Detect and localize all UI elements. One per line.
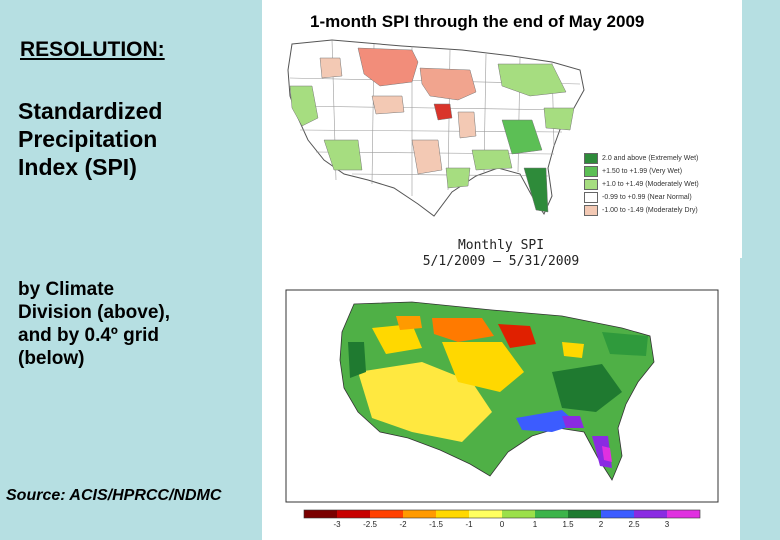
bottom-map-title: Monthly SPI	[457, 238, 545, 253]
legend-label: -0.99 to +0.99 (Near Normal)	[602, 193, 692, 201]
colorbar-tick: -1	[465, 520, 473, 529]
legend-swatch	[584, 152, 598, 164]
colorbar-tick: 1	[532, 520, 538, 529]
description-line: (below)	[18, 348, 85, 369]
resolution-description: by Climate Division (above), and by 0.4º…	[18, 278, 170, 370]
legend-entry: -1.00 to -1.49 (Moderately Dry)	[584, 204, 699, 216]
colorbar-tick: -3	[333, 520, 341, 529]
legend-entry: +1.50 to +1.99 (Very Wet)	[584, 165, 699, 177]
legend-swatch	[584, 204, 598, 216]
colorbar-tick: 2.5	[628, 520, 640, 529]
source-credit: Source: ACIS/HPRCC/NDMC	[6, 487, 222, 504]
legend-label: 2.0 and above (Extremely Wet)	[602, 154, 699, 162]
colorbar-tick: 1.5	[562, 520, 574, 529]
legend-label: -1.00 to -1.49 (Moderately Dry)	[602, 206, 698, 214]
legend-entry: +1.0 to +1.49 (Moderately Wet)	[584, 178, 699, 190]
colorbar	[303, 509, 701, 519]
description-line: Division (above),	[18, 302, 171, 323]
left-text-panel: RESOLUTION: Standardized Precipitation I…	[0, 0, 262, 540]
gridded-spi-map	[285, 289, 719, 519]
colorbar-tick: -2	[399, 520, 407, 529]
colorbar-tick: -1.5	[429, 520, 443, 529]
legend-swatch	[584, 165, 598, 177]
colorbar-tick: 0	[499, 520, 505, 529]
description-line: by Climate	[18, 279, 115, 300]
bottom-map-date-range: 5/1/2009 – 5/31/2009	[422, 254, 580, 269]
top-map-legend: 2.0 and above (Extremely Wet) +1.50 to +…	[584, 152, 699, 217]
description-line: and by 0.4º grid	[18, 325, 160, 346]
title-line: Standardized	[18, 98, 163, 124]
legend-swatch	[584, 191, 598, 203]
legend-entry: 2.0 and above (Extremely Wet)	[584, 152, 699, 164]
gridded-spi-map-panel: Monthly SPI 5/1/2009 – 5/31/2009	[262, 232, 740, 540]
title-line: Precipitation	[18, 126, 158, 152]
resolution-heading: RESOLUTION:	[20, 38, 165, 61]
top-map-title: 1-month SPI through the end of May 2009	[310, 12, 645, 31]
colorbar-ticks: -3 -2.5 -2 -1.5 -1 0 1 1.5 2 2.5 3	[304, 520, 704, 532]
title-line: Index (SPI)	[18, 154, 137, 180]
colorbar-tick: 2	[598, 520, 604, 529]
climate-division-map	[287, 39, 585, 217]
climate-division-map-panel: 1-month SPI through the end of May 2009 …	[262, 0, 742, 258]
legend-label: +1.0 to +1.49 (Moderately Wet)	[602, 180, 699, 188]
legend-label: +1.50 to +1.99 (Very Wet)	[602, 167, 683, 175]
colorbar-tick: -2.5	[363, 520, 377, 529]
legend-swatch	[584, 178, 598, 190]
legend-entry: -0.99 to +0.99 (Near Normal)	[584, 191, 699, 203]
colorbar-tick: 3	[664, 520, 670, 529]
spi-title: Standardized Precipitation Index (SPI)	[18, 97, 162, 181]
